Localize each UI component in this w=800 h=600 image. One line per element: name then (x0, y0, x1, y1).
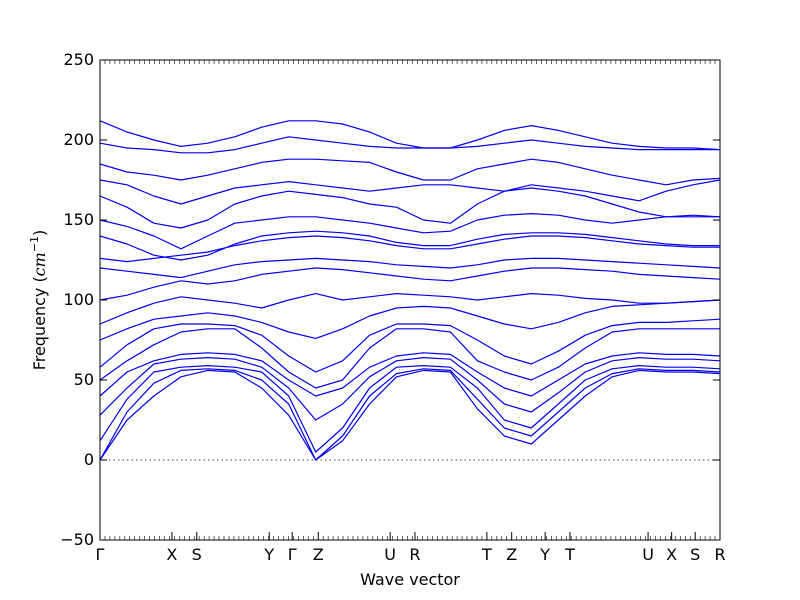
high-symmetry-label: Γ (96, 545, 105, 564)
phonon-band-6 (99, 318, 721, 373)
y-tick-label: 150 (63, 210, 94, 229)
y-axis-label-suffix: ) (30, 230, 49, 236)
phonon-band-4 (99, 352, 721, 397)
y-axis-label-exponent: −1 (28, 236, 41, 252)
phonon-band-8 (99, 293, 721, 325)
high-symmetry-label: T (481, 545, 492, 564)
phonon-band-17 (99, 136, 720, 154)
phonon-band-2 (99, 365, 721, 453)
high-symmetry-label: X (166, 545, 177, 564)
high-symmetry-label: X (666, 545, 677, 564)
y-tick-label: −50 (60, 530, 94, 549)
high-symmetry-label: Y (539, 545, 550, 564)
high-symmetry-label: R (714, 545, 725, 564)
high-symmetry-label: Z (506, 545, 517, 564)
high-symmetry-label: R (409, 545, 420, 564)
phonon-band-0 (99, 369, 721, 461)
high-symmetry-label: U (642, 545, 654, 564)
phonon-band-5 (99, 328, 720, 389)
y-tick-label: 50 (74, 370, 94, 389)
phonon-band-1 (99, 368, 721, 461)
phonon-band-14 (99, 187, 720, 229)
phonon-band-16 (99, 158, 721, 186)
y-axis-ticks: −50 0 50 100 150 200 250 (60, 50, 720, 549)
y-tick-label: 0 (84, 450, 94, 469)
y-axis-label-unit: cm (30, 252, 49, 276)
y-tick-label: 250 (63, 50, 94, 69)
phonon-band-7 (99, 299, 721, 341)
phonon-band-18 (99, 120, 721, 151)
x-axis-label: Wave vector (360, 570, 460, 589)
high-symmetry-label: T (564, 545, 575, 564)
high-symmetry-label: S (192, 545, 202, 564)
y-axis-label: Frequency (cm−1) (28, 230, 49, 371)
phonon-band-11 (99, 235, 720, 263)
y-axis-label-prefix: Frequency ( (30, 276, 49, 370)
high-symmetry-label: U (384, 545, 396, 564)
high-symmetry-label: S (690, 545, 700, 564)
phonon-band-3 (99, 357, 721, 421)
plot-area-background (100, 60, 720, 540)
high-symmetry-label: Z (313, 545, 324, 564)
phonon-band-12 (99, 230, 720, 261)
phonon-band-15 (99, 179, 721, 205)
high-symmetry-label: Γ (288, 545, 297, 564)
plot-frame (99, 59, 721, 541)
y-tick-label: 100 (63, 290, 94, 309)
high-symmetry-label: Y (263, 545, 274, 564)
y-tick-label: 200 (63, 130, 94, 149)
phonon-band-13 (99, 213, 721, 250)
phonon-band-10 (99, 257, 721, 279)
phonon-bands (99, 120, 721, 461)
phonon-band-9 (99, 267, 721, 301)
